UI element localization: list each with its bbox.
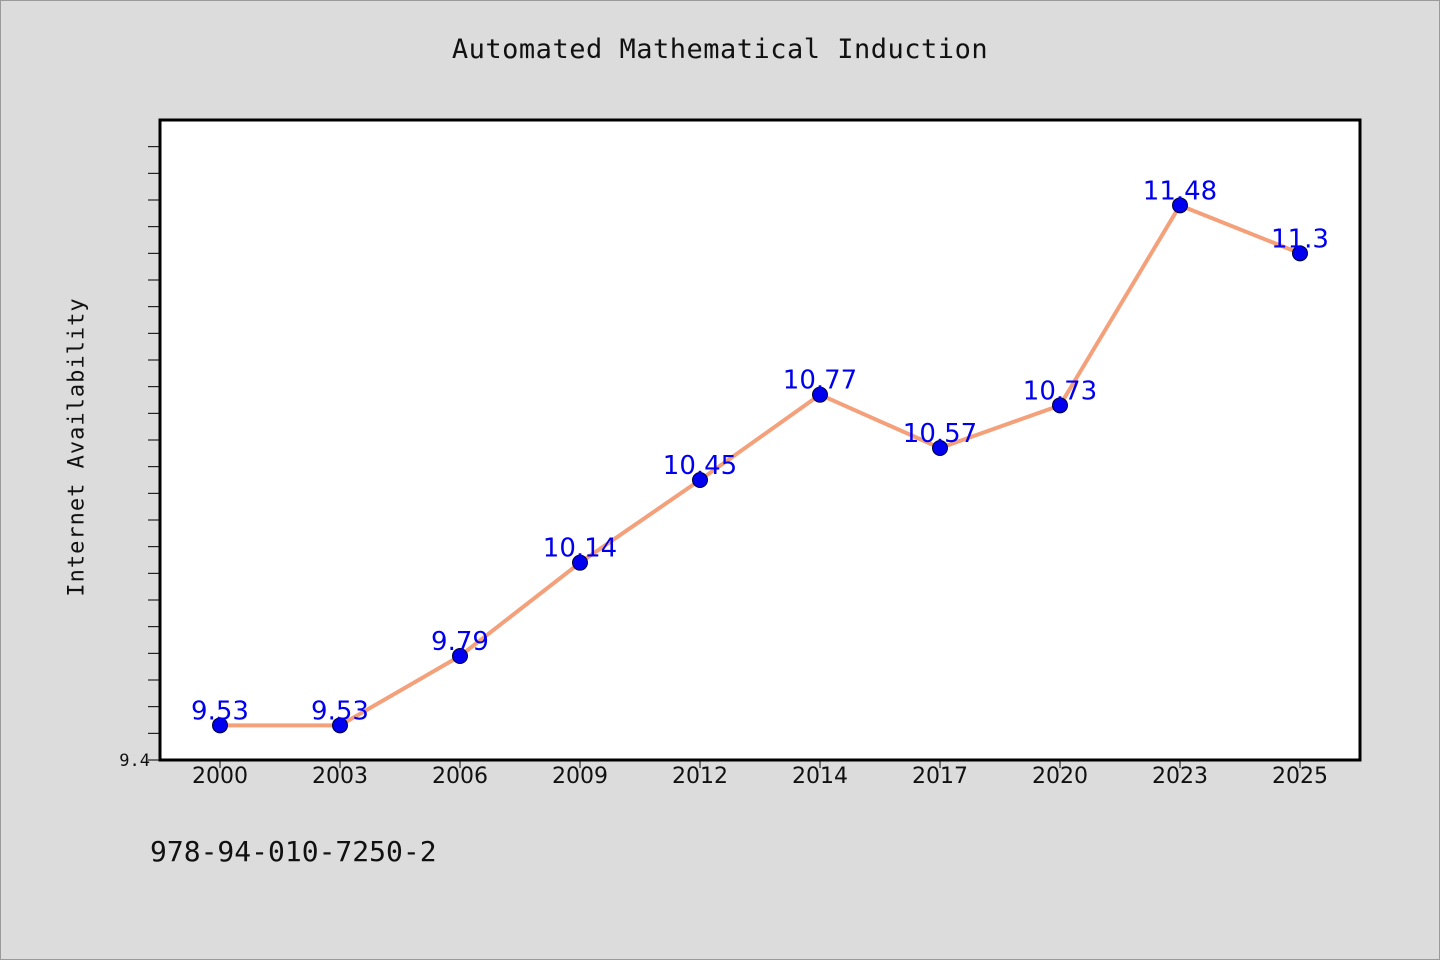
data-label: 10.77 bbox=[783, 366, 857, 396]
y-tick-label: 9.4 bbox=[119, 751, 150, 771]
data-point bbox=[1172, 197, 1188, 214]
data-label: 9.79 bbox=[431, 627, 489, 657]
x-tick-label: 2017 bbox=[912, 764, 968, 789]
data-point bbox=[932, 440, 948, 456]
data-point bbox=[452, 648, 468, 664]
data-label: 11.48 bbox=[1143, 176, 1217, 206]
chart-title: Automated Mathematical Induction bbox=[451, 34, 989, 65]
x-tick-label: 2003 bbox=[312, 764, 368, 789]
data-point bbox=[692, 472, 708, 488]
x-tick-label: 2000 bbox=[192, 764, 248, 789]
data-label: 10.57 bbox=[903, 419, 977, 449]
x-tick-label: 2025 bbox=[1272, 764, 1328, 789]
x-tick-label: 2006 bbox=[432, 764, 488, 789]
data-label: 9.53 bbox=[191, 696, 249, 726]
data-label: 9.53 bbox=[311, 696, 369, 726]
data-label: 10.45 bbox=[663, 451, 737, 481]
x-tick-label: 2023 bbox=[1152, 764, 1208, 789]
x-tick-label: 2014 bbox=[792, 764, 848, 789]
isbn-text: 978-94-010-7250-2 bbox=[150, 835, 437, 868]
data-point bbox=[572, 554, 588, 571]
data-point bbox=[812, 386, 828, 403]
series-line bbox=[220, 203, 1301, 728]
data-label: 10.73 bbox=[1023, 376, 1097, 406]
data-label: 11.3 bbox=[1271, 224, 1329, 254]
plot-area bbox=[158, 118, 1362, 762]
data-label: 10.14 bbox=[543, 534, 617, 564]
x-tick-label: 2020 bbox=[1032, 764, 1088, 789]
x-tick-label: 2009 bbox=[552, 764, 608, 789]
x-tick-label: 2012 bbox=[672, 764, 728, 789]
data-point bbox=[1052, 397, 1068, 414]
data-point bbox=[1292, 245, 1308, 262]
data-point bbox=[332, 717, 348, 734]
data-point bbox=[212, 717, 228, 734]
